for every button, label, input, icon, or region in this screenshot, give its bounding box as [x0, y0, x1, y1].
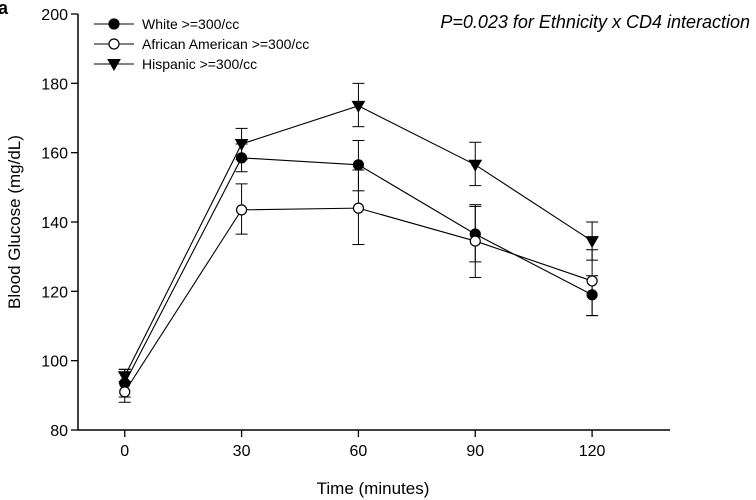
- y-axis-label: Blood Glucose (mg/dL): [5, 135, 24, 309]
- data-point: [352, 202, 365, 214]
- data-point: [235, 204, 248, 216]
- y-tick-label: 200: [41, 7, 68, 24]
- legend-marker: [108, 18, 120, 30]
- legend-marker: [108, 38, 120, 50]
- data-point: [117, 371, 132, 384]
- legend-label: White >=300/cc: [142, 16, 239, 32]
- y-tick-label: 80: [50, 423, 68, 440]
- data-point: [351, 100, 366, 113]
- y-tick-label: 180: [41, 76, 68, 93]
- series-2: [118, 169, 599, 403]
- y-axis-ticks: 80 100 120 140 160 180 200: [41, 7, 78, 440]
- legend-label: African American >=300/cc: [142, 36, 309, 52]
- y-tick-label: 100: [41, 354, 68, 371]
- panel-label: a: [0, 0, 9, 18]
- data-point: [119, 386, 131, 398]
- x-tick-label: 90: [466, 443, 484, 460]
- x-tick-label: 120: [579, 443, 606, 460]
- data-point: [234, 139, 249, 152]
- data-point: [586, 275, 598, 287]
- x-axis-ticks: 0 30 60 90 120: [120, 430, 606, 460]
- x-tick-label: 30: [233, 443, 251, 460]
- interaction-p-value-annotation: P=0.023 for Ethnicity x CD4 interaction: [440, 12, 750, 32]
- legend-label: Hispanic >=300/cc: [142, 56, 257, 72]
- y-tick-label: 160: [41, 146, 68, 163]
- y-tick-label: 140: [41, 215, 68, 232]
- data-point: [352, 159, 365, 171]
- x-axis-label: Time (minutes): [317, 479, 430, 498]
- x-tick-label: 60: [350, 443, 368, 460]
- y-tick-label: 120: [41, 284, 68, 301]
- x-tick-label: 0: [120, 443, 129, 460]
- data-point: [469, 235, 481, 247]
- legend-marker: [107, 59, 121, 72]
- data-point: [468, 159, 483, 172]
- legend: White >=300/cc African American >=300/cc H…: [94, 16, 309, 72]
- data-series: [117, 82, 599, 403]
- series-3: [117, 82, 599, 384]
- data-point: [585, 236, 599, 249]
